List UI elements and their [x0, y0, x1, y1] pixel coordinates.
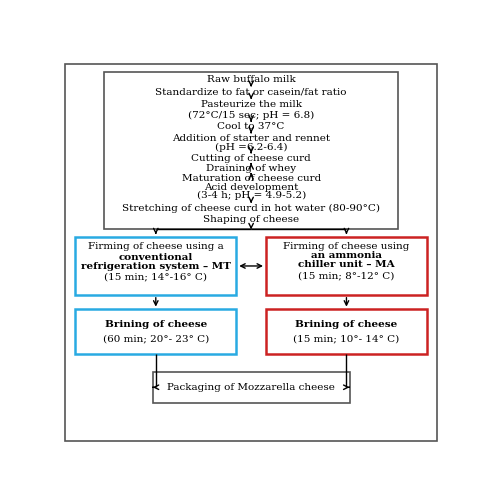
Text: conventional: conventional: [119, 252, 193, 262]
Text: Stretching of cheese curd in hot water (80-90°C): Stretching of cheese curd in hot water (…: [122, 204, 380, 213]
Bar: [153, 372, 349, 402]
Bar: [266, 237, 427, 295]
Text: Firming of cheese using: Firming of cheese using: [283, 242, 410, 251]
Text: (3-4 h; pH = 4.9-5.2): (3-4 h; pH = 4.9-5.2): [196, 191, 306, 200]
Text: (15 min; 14°-16° C): (15 min; 14°-16° C): [104, 272, 207, 281]
Text: Acid development: Acid development: [204, 182, 298, 192]
Text: Shaping of cheese: Shaping of cheese: [203, 215, 299, 224]
Text: Raw buffalo milk: Raw buffalo milk: [207, 74, 295, 84]
Text: (72°C/15 sec; pH = 6.8): (72°C/15 sec; pH = 6.8): [188, 111, 314, 120]
Text: (pH =6.2-6.4): (pH =6.2-6.4): [215, 142, 287, 152]
Text: Packaging of Mozzarella cheese: Packaging of Mozzarella cheese: [167, 383, 335, 392]
Text: (15 min; 10°- 14° C): (15 min; 10°- 14° C): [294, 334, 399, 343]
Text: an ammonia: an ammonia: [311, 251, 382, 260]
Text: Brining of cheese: Brining of cheese: [295, 320, 397, 330]
Bar: [266, 310, 427, 354]
Text: Pasteurize the milk: Pasteurize the milk: [200, 100, 302, 109]
Text: Addition of starter and rennet: Addition of starter and rennet: [172, 134, 330, 143]
Text: Firming of cheese using a: Firming of cheese using a: [88, 242, 223, 251]
Text: Maturation of cheese curd: Maturation of cheese curd: [181, 174, 321, 183]
Text: (60 min; 20°- 23° C): (60 min; 20°- 23° C): [103, 334, 209, 343]
Text: chiller unit – MA: chiller unit – MA: [298, 260, 395, 270]
Text: Cutting of cheese curd: Cutting of cheese curd: [191, 154, 311, 163]
Text: (15 min; 8°-12° C): (15 min; 8°-12° C): [298, 271, 394, 280]
Text: Draining of whey: Draining of whey: [206, 164, 296, 173]
Text: refrigeration system – MT: refrigeration system – MT: [81, 262, 231, 271]
Bar: [75, 237, 236, 295]
Bar: [75, 310, 236, 354]
Text: Cool to 37°C: Cool to 37°C: [218, 122, 285, 132]
Bar: [104, 72, 398, 230]
Text: Standardize to fat or casein/fat ratio: Standardize to fat or casein/fat ratio: [155, 88, 347, 97]
Text: Brining of cheese: Brining of cheese: [105, 320, 207, 330]
